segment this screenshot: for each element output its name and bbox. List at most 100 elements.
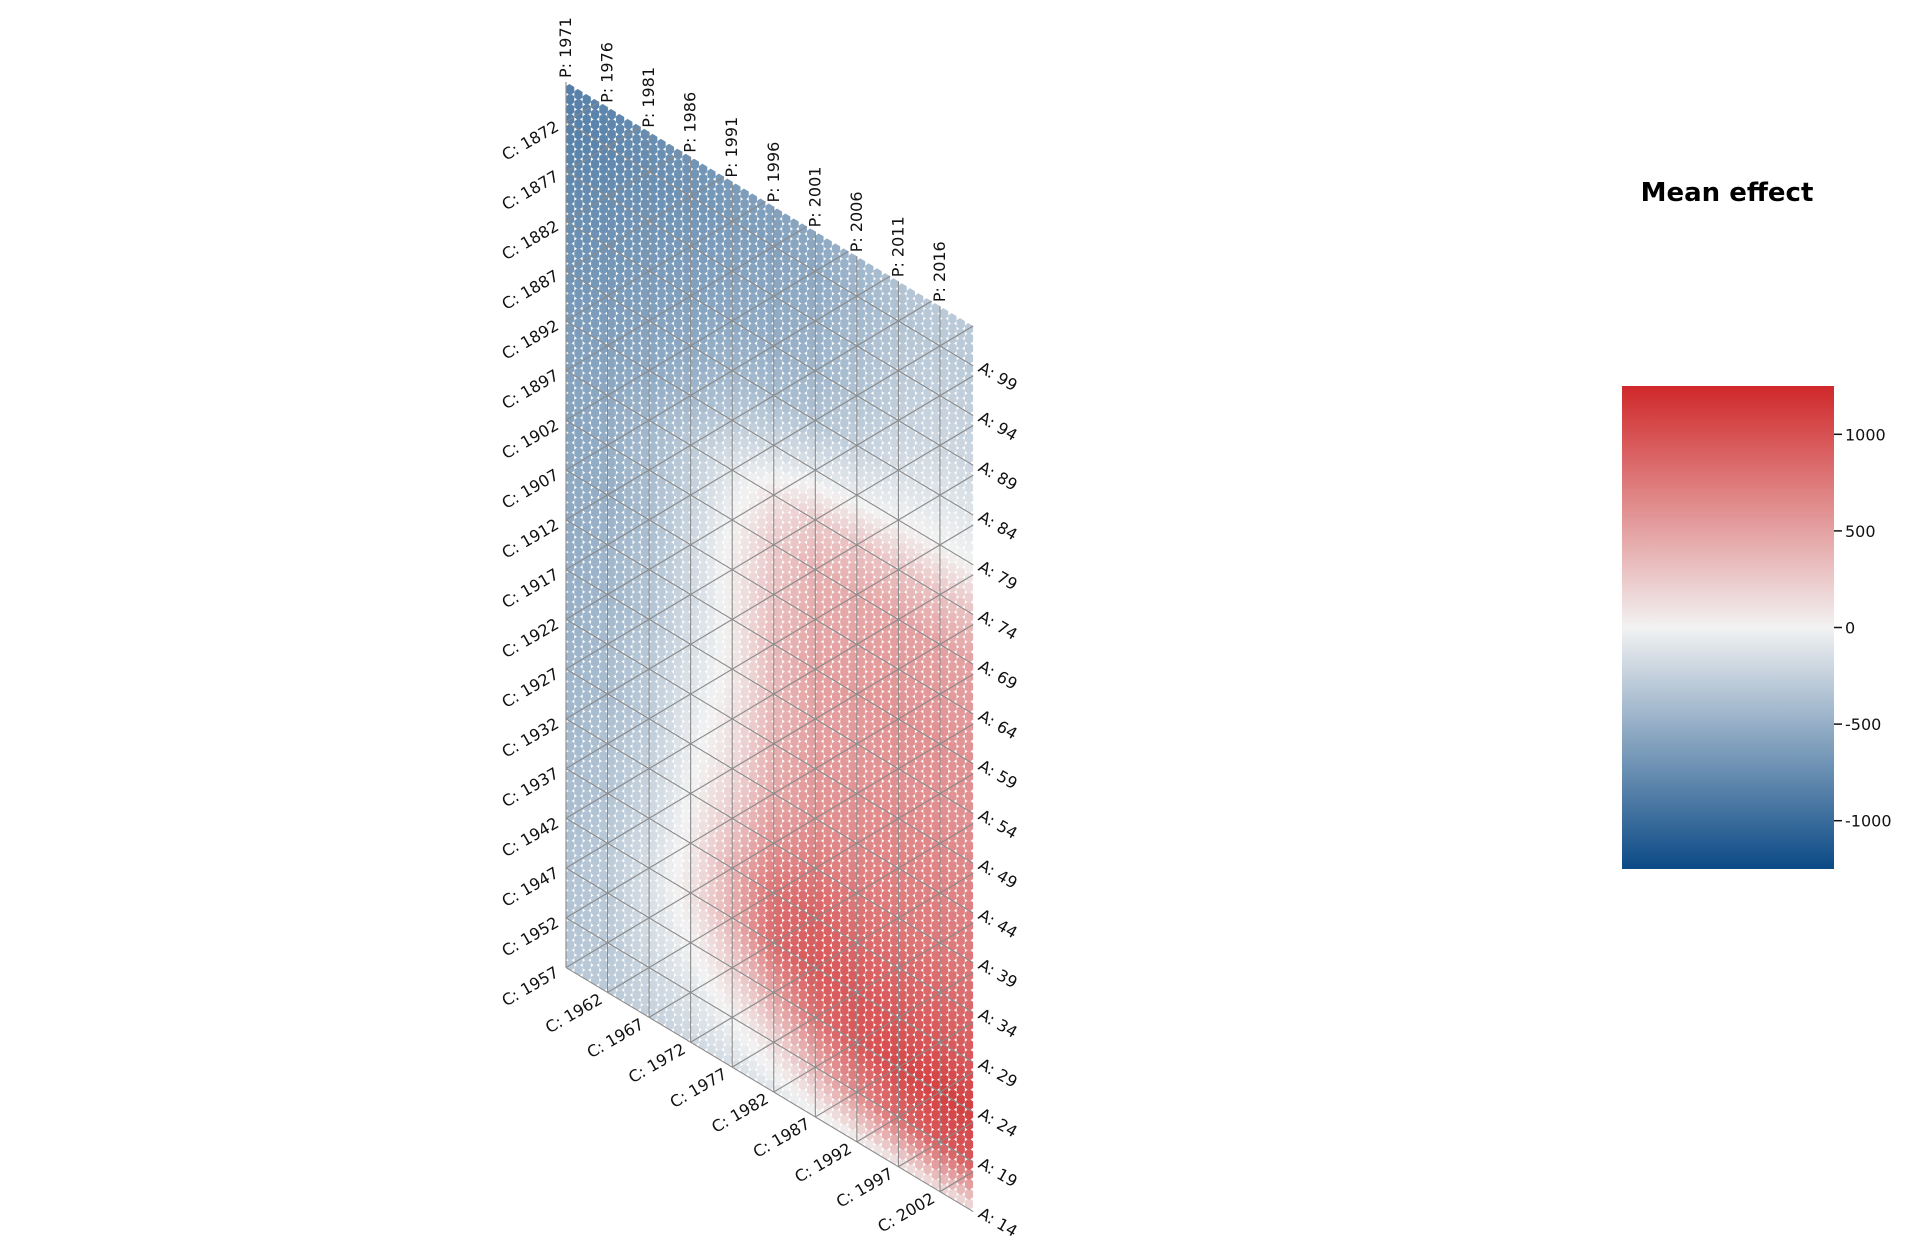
period-label: P: 1971: [556, 17, 575, 78]
age-label: A: 54: [975, 806, 1020, 843]
cohort-label: C: 1992: [791, 1139, 855, 1187]
hex-cell: [574, 88, 583, 101]
age-label: A: 84: [975, 507, 1020, 544]
cohort-label: C: 1947: [498, 863, 562, 911]
period-label: P: 2006: [847, 191, 866, 252]
period-label: P: 1986: [681, 92, 700, 153]
age-label: A: 49: [975, 855, 1020, 892]
colorbar-title: Mean effect: [1641, 178, 1814, 208]
age-tick-labels: A: 99 A: 94 A: 89 A: 84 A: 79 A: 74 A: 69 A: 64…: [975, 358, 1020, 1241]
colorbar-tick-label: 0: [1845, 619, 1855, 638]
age-label: A: 99: [975, 358, 1020, 395]
hex-cell: [781, 212, 791, 226]
cohort-label: C: 1927: [498, 664, 562, 712]
hex-cell: [732, 182, 741, 196]
hex-cell: [607, 107, 617, 121]
age-label: A: 14: [975, 1204, 1020, 1241]
age-label: A: 74: [975, 607, 1020, 644]
cohort-label: C: 1897: [498, 366, 562, 414]
cohort-label: C: 1957: [498, 963, 562, 1011]
hex-cell: [648, 132, 658, 146]
hex-cell: [906, 287, 916, 301]
cohort-label: C: 1942: [498, 813, 562, 861]
hex-cell: [898, 282, 907, 296]
hex-cell: [939, 307, 949, 320]
hex-cell: [765, 202, 774, 216]
cohort-label: C: 1972: [625, 1039, 689, 1087]
hex-cell: [914, 292, 924, 306]
hex-cell: [831, 242, 841, 256]
hex-cell: [624, 117, 633, 131]
colorbar: Mean effect 1000 500 0 -500 -1000: [1622, 178, 1892, 869]
age-label: A: 44: [975, 905, 1020, 942]
colorbar-gradient: [1622, 386, 1834, 869]
hex-cell: [848, 252, 857, 266]
period-label: P: 1981: [639, 67, 658, 128]
hex-cell: [948, 312, 957, 325]
colorbar-ticks: 1000 500 0 -500 -1000: [1834, 425, 1892, 831]
cohort-label: C: 1907: [498, 465, 562, 513]
hex-cell: [698, 162, 708, 176]
hex-cell: [889, 277, 899, 291]
period-label: P: 1976: [598, 42, 617, 103]
period-label: P: 2011: [888, 216, 907, 277]
cohort-label: C: 1962: [542, 989, 606, 1037]
hexagon-cells: [566, 83, 974, 1211]
cohort-label: C: 1982: [708, 1089, 772, 1137]
cohort-label: C: 1967: [584, 1014, 648, 1062]
cohort-label: C: 1912: [498, 515, 562, 563]
cohort-label: C: 1882: [498, 216, 562, 264]
cohort-label: C: 1997: [833, 1164, 897, 1212]
hex-cell: [582, 93, 592, 106]
colorbar-tick-label: 500: [1845, 522, 1876, 541]
hex-cell: [657, 137, 666, 151]
hex-cell: [682, 152, 691, 166]
cohort-label: C: 1872: [498, 117, 562, 165]
hex-cell: [856, 257, 866, 271]
period-label: P: 1991: [722, 117, 741, 178]
hex-cell: [566, 83, 575, 96]
colorbar-tick-label: -1000: [1845, 812, 1892, 831]
hex-cell: [815, 232, 824, 246]
hex-cell: [723, 177, 733, 191]
hex-cell: [690, 157, 700, 171]
hex-cell: [873, 267, 882, 281]
cohort-label: C: 1952: [498, 913, 562, 961]
period-label: P: 2001: [805, 167, 824, 228]
age-label: A: 29: [975, 1054, 1020, 1091]
hex-cell: [865, 262, 874, 276]
hex-cell: [640, 127, 650, 141]
hex-cell: [748, 192, 758, 206]
cohort-label: C: 1922: [498, 614, 562, 662]
age-label: A: 24: [975, 1104, 1020, 1141]
age-label: A: 39: [975, 955, 1020, 992]
cohort-label: C: 2002: [874, 1189, 938, 1237]
age-label: A: 79: [975, 557, 1020, 594]
hex-cell: [790, 217, 799, 231]
hex-cell: [823, 237, 833, 251]
age-label: A: 69: [975, 656, 1020, 693]
cohort-label: C: 1917: [498, 565, 562, 613]
period-label: P: 2016: [930, 241, 949, 302]
hex-cell: [615, 112, 625, 126]
hex-cell: [707, 167, 716, 181]
cohort-label: C: 1977: [667, 1064, 731, 1112]
cohort-label: C: 1937: [498, 764, 562, 812]
age-label: A: 64: [975, 706, 1020, 743]
hex-cell: [956, 317, 966, 330]
cohort-label: C: 1877: [498, 167, 562, 215]
hex-cell: [806, 227, 816, 241]
cohort-label: C: 1902: [498, 415, 562, 463]
cohort-label: C: 1887: [498, 266, 562, 314]
hex-cell: [599, 102, 608, 116]
colorbar-tick-label: -500: [1845, 715, 1881, 734]
hex-cell: [665, 142, 675, 156]
hex-cell: [931, 302, 941, 316]
hex-cell: [740, 187, 749, 201]
hex-cell: [773, 207, 783, 221]
age-label: A: 94: [975, 408, 1020, 445]
cohort-label: C: 1892: [498, 316, 562, 364]
period-label: P: 1996: [764, 142, 783, 203]
age-label: A: 19: [975, 1154, 1020, 1191]
